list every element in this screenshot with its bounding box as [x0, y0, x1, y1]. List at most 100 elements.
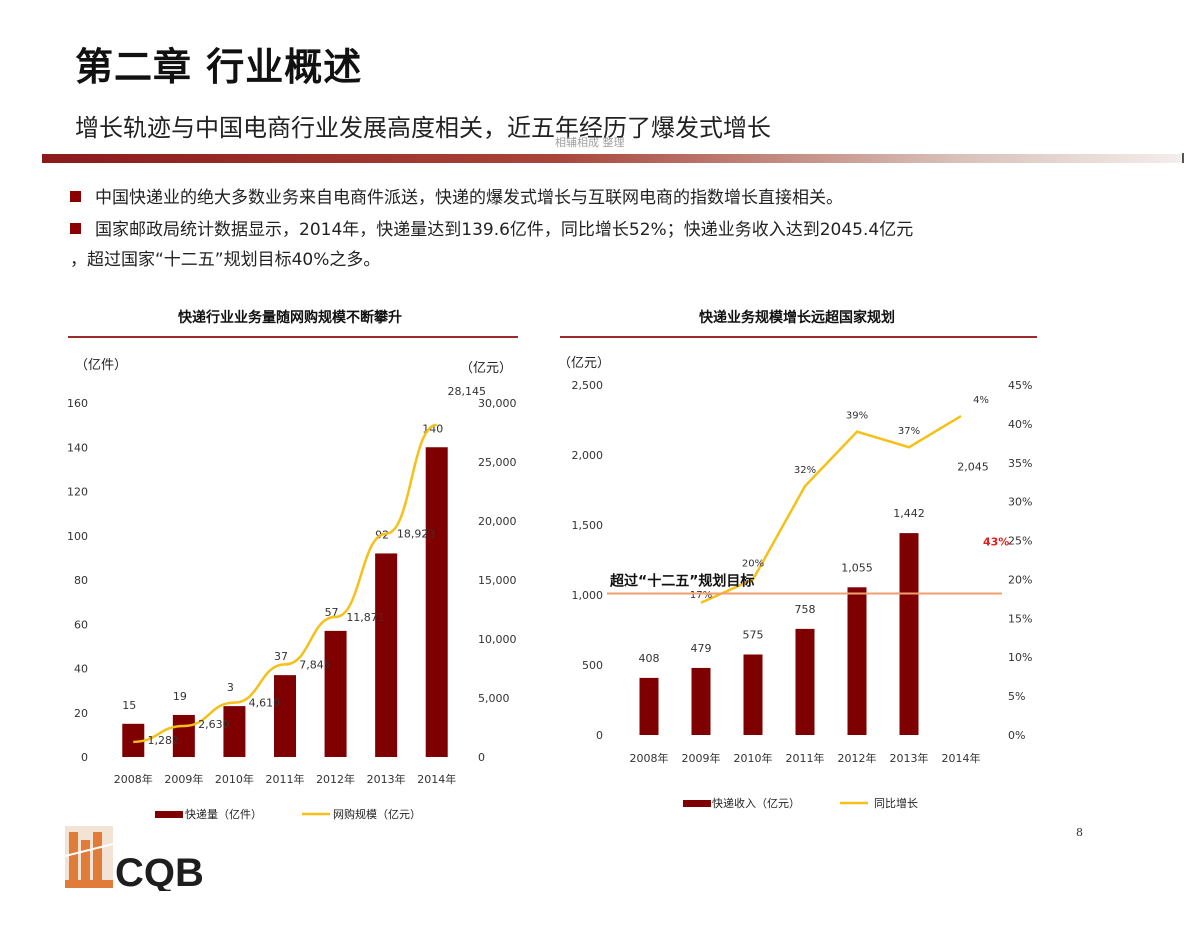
chart2-bar-label: 1,055 — [841, 561, 873, 574]
chart2-line-label: 17% — [690, 590, 712, 601]
chart1-right-unit: （亿元） — [460, 361, 512, 376]
chart1-left-tick: 160 — [67, 397, 88, 410]
svg-text:CQB: CQB — [115, 851, 204, 891]
chart1-bar-label: 19 — [173, 690, 187, 703]
chart1-left-tick: 60 — [74, 618, 88, 631]
chart2-bar-label: 1,442 — [893, 507, 925, 520]
chart1-bar — [324, 630, 347, 757]
chart2-bar — [795, 628, 815, 735]
chart2-right-tick: 25% — [1008, 535, 1032, 548]
chart1-left-tick: 140 — [67, 441, 88, 454]
chart2-right-tick: 10% — [1008, 651, 1032, 664]
chart1-line-label: 18,923 — [397, 528, 436, 541]
chart2-highlight-label: 43% — [983, 536, 1009, 549]
chart2-line-label: 20% — [742, 558, 764, 569]
chart1-left-tick: 100 — [67, 530, 88, 543]
chart1-bar — [274, 675, 296, 757]
page-subtitle: 增长轨迹与中国电商行业发展高度相关，近五年经历了爆发式增长 — [75, 114, 771, 142]
chart1-left-tick: 20 — [74, 707, 88, 720]
chart1-bar-label: 57 — [325, 606, 339, 619]
chart2-x-tick: 2013年 — [890, 751, 929, 765]
chart1-line-label: 11,871 — [346, 611, 385, 624]
chart1-bar-label: 37 — [274, 650, 288, 663]
chart2-x-tick: 2010年 — [734, 751, 773, 765]
chart2-left-tick: 500 — [582, 659, 603, 672]
chart1-bar — [122, 723, 145, 757]
chart1-right-tick: 15,000 — [478, 574, 517, 587]
chart2-x-tick: 2011年 — [786, 751, 825, 765]
chart1-bar — [375, 553, 398, 757]
chart2-left-unit: （亿元） — [558, 356, 610, 371]
bullet-item-1: 中国快递业的绝大多数业务来自电商件派送，快递的爆发式增长与互联网电商的指数增长直… — [70, 183, 843, 208]
chart1-x-tick: 2009年 — [164, 772, 203, 786]
chart2-x-tick: 2008年 — [630, 751, 669, 765]
chart2-bar — [847, 587, 867, 735]
bullet-text-1: 中国快递业的绝大多数业务来自电商件派送，快递的爆发式增长与互联网电商的指数增长直… — [95, 188, 843, 208]
chart1-line-label: 28,145 — [447, 385, 486, 398]
chart2-line-series — [700, 415, 962, 604]
chart2-bar-label: 408 — [639, 652, 660, 665]
chart2-left-tick: 0 — [596, 729, 603, 742]
chart2-line-label: 37% — [898, 426, 920, 437]
chart2-bar-label: 575 — [743, 629, 764, 642]
chart2-legend-bar-swatch — [683, 800, 711, 807]
chart2-bar — [639, 677, 659, 735]
page-number: 8 — [1076, 826, 1083, 839]
chart2-legend-bar-label: 快递收入（亿元） — [712, 796, 800, 810]
header-divider — [42, 154, 1182, 163]
chart1-line-label: 1,282 — [148, 734, 180, 747]
divider-end-tick — [1182, 153, 1184, 163]
chart2-x-tick: 2014年 — [942, 751, 981, 765]
chart2-bar-label: 758 — [795, 603, 816, 616]
bullet-square-icon — [70, 223, 81, 234]
chart2-title: 快递业务规模增长远超国家规划 — [699, 309, 895, 326]
chart2-right-tick: 30% — [1008, 496, 1032, 509]
chart1-bar — [425, 447, 448, 757]
cqb-logo: CQB — [64, 826, 215, 895]
watermark-text: 相辅相成 整理 — [555, 136, 625, 149]
chart1-bar — [223, 706, 246, 757]
chart1-left-unit: （亿件） — [75, 358, 127, 373]
chart1-line-label: 2,630 — [198, 718, 230, 731]
chart2-right-tick: 0% — [1008, 729, 1025, 742]
chart1-line-label: 4,610 — [249, 697, 281, 710]
chart2-left-tick: 1,000 — [572, 589, 604, 602]
chart2-target-label: 超过“十二五”规划目标 — [609, 572, 754, 589]
chart1-x-tick: 2011年 — [266, 772, 305, 786]
chart2-bar — [691, 667, 711, 735]
chart2-x-tick: 2009年 — [682, 751, 721, 765]
chart1-legend-line-label: 网购规模（亿元） — [333, 807, 421, 821]
chart1-line-series — [133, 423, 438, 744]
chart1-x-tick: 2010年 — [215, 772, 254, 786]
chart1-line-label: 7,845 — [299, 658, 331, 671]
chart1-right-tick: 0 — [478, 751, 485, 764]
chart1-right-tick: 25,000 — [478, 456, 517, 469]
chart1-bar-label: 3 — [227, 681, 234, 694]
chart1-right-tick: 5,000 — [478, 692, 510, 705]
chart2-left-tick: 2,000 — [572, 449, 604, 462]
chart2-bar-label: 2,045 — [957, 461, 989, 474]
chart1-right-tick: 10,000 — [478, 633, 517, 646]
chart2-line-label: 32% — [794, 465, 816, 476]
chart1-left-tick: 80 — [74, 574, 88, 587]
chart2-bar-label: 479 — [691, 642, 712, 655]
chart2-left-tick: 1,500 — [572, 519, 604, 532]
chart2-right-tick: 15% — [1008, 612, 1032, 625]
chart1-left-tick: 40 — [74, 663, 88, 676]
chart2-right-tick: 45% — [1008, 379, 1032, 392]
chart2-right-tick: 20% — [1008, 573, 1032, 586]
cqb-logo-mark: CQB — [64, 826, 204, 895]
chart1-x-tick: 2014年 — [417, 772, 456, 786]
chart1-left-tick: 120 — [67, 486, 88, 499]
chart2-legend-line-label: 同比增长 — [874, 796, 918, 810]
chart2-line-label: 4% — [973, 395, 989, 406]
chart1-left-tick: 0 — [81, 751, 88, 764]
chart2-bar — [899, 533, 919, 735]
chart1-title: 快递行业业务量随网购规模不断攀升 — [178, 309, 402, 326]
chart2-right-tick: 35% — [1008, 457, 1032, 470]
chart2-bar — [743, 654, 763, 735]
chart1-bar-label: 15 — [122, 699, 136, 712]
chart2-line-label: 39% — [846, 411, 868, 422]
chart1-right-tick: 20,000 — [478, 515, 517, 528]
chart1-legend-bar-swatch — [155, 811, 183, 818]
